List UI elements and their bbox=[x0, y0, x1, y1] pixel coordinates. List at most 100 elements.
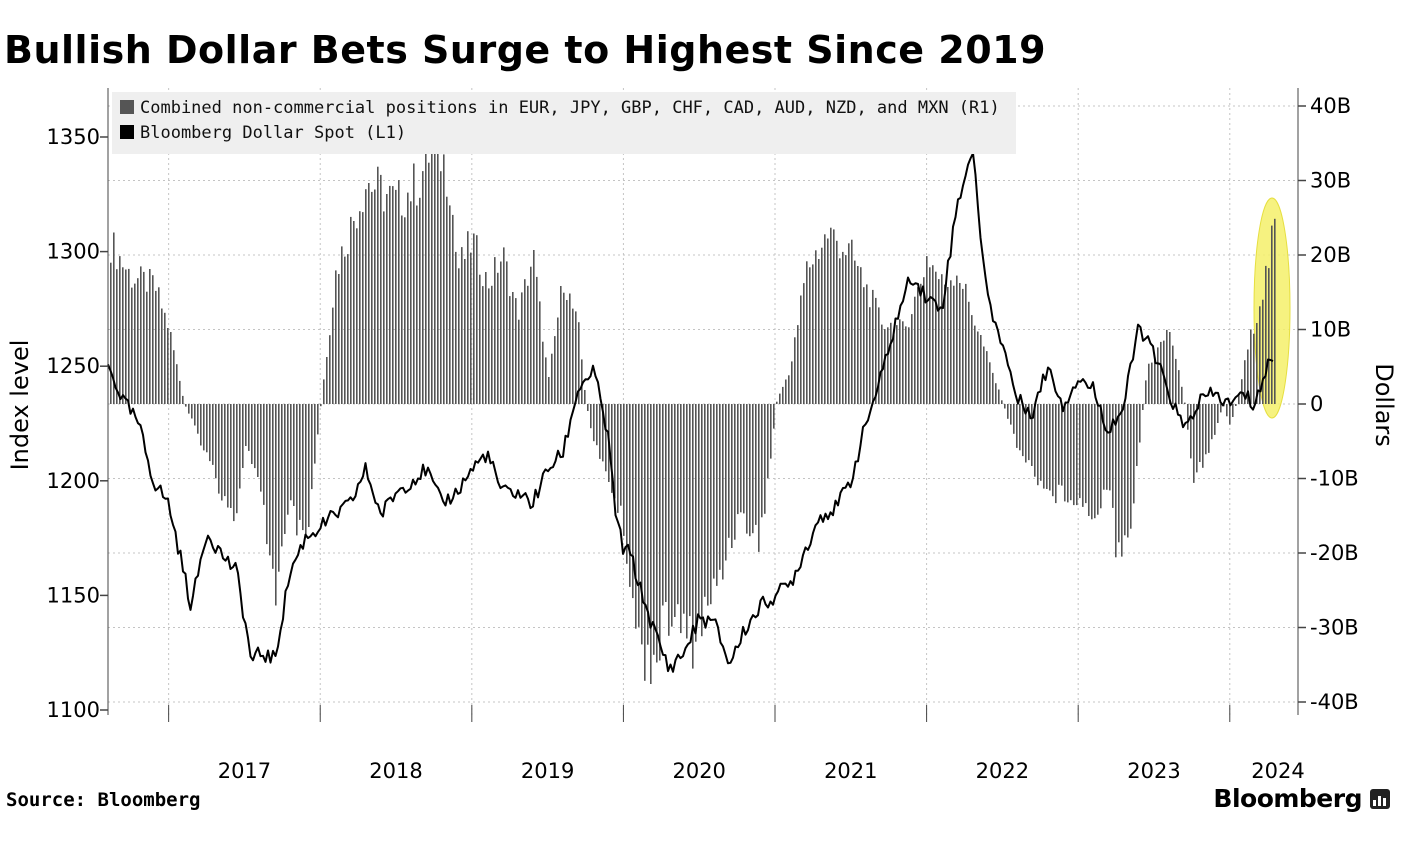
position-bar bbox=[929, 267, 931, 404]
position-bar bbox=[518, 319, 520, 404]
position-bar bbox=[365, 189, 367, 404]
position-bar bbox=[746, 404, 748, 534]
position-bar bbox=[716, 404, 718, 586]
position-bar bbox=[1247, 349, 1249, 404]
legend-marker-line bbox=[120, 125, 134, 139]
position-bar bbox=[356, 228, 358, 404]
position-bar bbox=[893, 334, 895, 404]
position-bar bbox=[683, 404, 685, 614]
position-bar bbox=[590, 404, 592, 429]
position-bar bbox=[149, 269, 151, 404]
legend-label-line: Bloomberg Dollar Spot (L1) bbox=[140, 123, 406, 143]
position-bar bbox=[1058, 404, 1060, 485]
position-bar bbox=[1025, 404, 1027, 463]
position-bar bbox=[350, 216, 352, 404]
position-bar bbox=[848, 243, 850, 404]
position-bar bbox=[836, 240, 838, 404]
position-bar bbox=[410, 201, 412, 404]
position-bar bbox=[938, 279, 940, 404]
position-bar bbox=[128, 268, 130, 404]
position-bar bbox=[923, 277, 925, 404]
position-bar bbox=[473, 233, 475, 404]
position-bar bbox=[1043, 404, 1045, 489]
source-note: Source: Bloomberg bbox=[6, 789, 201, 811]
position-bar bbox=[1226, 404, 1228, 417]
position-bar bbox=[1007, 404, 1009, 419]
position-bar bbox=[437, 117, 439, 404]
position-bar bbox=[902, 321, 904, 404]
position-bar bbox=[653, 404, 655, 655]
position-bar bbox=[305, 404, 307, 538]
position-bar bbox=[407, 192, 409, 404]
position-bar bbox=[563, 292, 565, 404]
position-bar bbox=[977, 331, 979, 404]
position-bar bbox=[821, 247, 823, 404]
position-bar bbox=[248, 404, 250, 451]
position-bar bbox=[986, 351, 988, 404]
position-bar bbox=[1148, 363, 1150, 404]
position-bar bbox=[347, 254, 349, 404]
position-bar bbox=[299, 404, 301, 520]
position-bar bbox=[386, 194, 388, 404]
position-bar bbox=[665, 404, 667, 602]
position-bar bbox=[1259, 306, 1261, 404]
position-bar bbox=[236, 404, 238, 514]
position-bar bbox=[452, 214, 454, 404]
position-bar bbox=[782, 386, 784, 404]
position-bar bbox=[917, 287, 919, 404]
position-bar bbox=[1061, 404, 1063, 486]
position-bar bbox=[887, 327, 889, 404]
position-bar bbox=[911, 314, 913, 404]
position-bar bbox=[197, 404, 199, 434]
position-bar bbox=[1004, 404, 1006, 409]
position-bar bbox=[845, 255, 847, 404]
position-bar bbox=[1127, 404, 1129, 538]
position-bar bbox=[548, 377, 550, 404]
position-bar bbox=[701, 404, 703, 637]
position-bar bbox=[674, 404, 676, 617]
left-axis-ticks: 1100 1150 1200 1250 1300 1350 bbox=[47, 125, 108, 722]
position-bar bbox=[551, 353, 553, 404]
position-bar bbox=[179, 380, 181, 404]
position-bar bbox=[620, 404, 622, 506]
position-bar bbox=[233, 404, 235, 522]
position-bar bbox=[914, 296, 916, 404]
position-bar bbox=[1010, 404, 1012, 425]
position-bar bbox=[320, 404, 322, 407]
position-bar bbox=[1079, 404, 1081, 499]
position-bar bbox=[1124, 404, 1126, 536]
position-bar bbox=[509, 296, 511, 404]
position-bar bbox=[467, 231, 469, 404]
position-bar bbox=[362, 212, 364, 404]
position-bar bbox=[479, 274, 481, 404]
x-tick-label: 2017 bbox=[218, 759, 271, 780]
position-bar bbox=[185, 404, 187, 407]
position-bar bbox=[1193, 404, 1195, 483]
position-bar bbox=[227, 404, 229, 508]
position-bar bbox=[113, 232, 115, 404]
position-bar bbox=[398, 180, 400, 404]
position-bar bbox=[833, 229, 835, 404]
position-bar bbox=[629, 404, 631, 587]
position-bar bbox=[1184, 402, 1186, 404]
position-bar bbox=[284, 404, 286, 534]
position-bar bbox=[650, 404, 652, 684]
position-bar bbox=[686, 404, 688, 639]
position-bar bbox=[635, 404, 637, 629]
position-bar bbox=[1067, 404, 1069, 503]
position-bar bbox=[287, 404, 289, 515]
position-bar bbox=[905, 326, 907, 404]
position-bar bbox=[971, 315, 973, 404]
position-bar bbox=[521, 292, 523, 404]
position-bar bbox=[245, 404, 247, 446]
position-bar bbox=[1157, 347, 1159, 404]
position-bar bbox=[791, 361, 793, 404]
position-bar bbox=[689, 404, 691, 617]
position-bar bbox=[131, 287, 133, 404]
position-bar bbox=[884, 329, 886, 404]
position-bar bbox=[539, 301, 541, 404]
right-tick-label: -10B bbox=[1310, 467, 1359, 491]
position-bar bbox=[266, 404, 268, 545]
position-bar bbox=[980, 335, 982, 404]
position-bar bbox=[1100, 404, 1102, 509]
